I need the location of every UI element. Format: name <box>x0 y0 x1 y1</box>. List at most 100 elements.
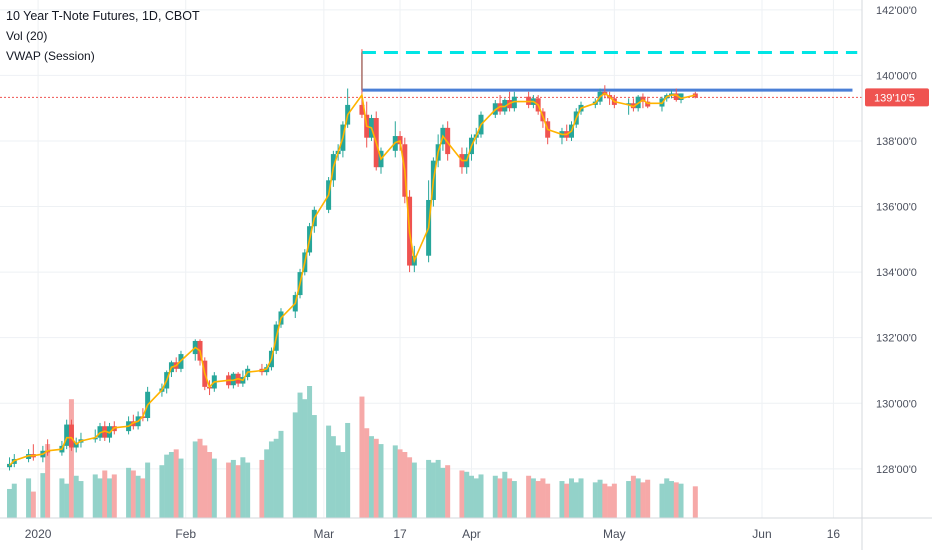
volume-bar <box>307 386 312 518</box>
volume-bar <box>464 472 469 518</box>
y-tick-label: 130'00'0 <box>876 398 917 410</box>
volume-bar <box>659 484 664 518</box>
chart-legend: 10 Year T-Note Futures, 1D, CBOT Vol (20… <box>6 6 200 66</box>
volume-bar <box>564 484 569 518</box>
volume-bar <box>669 481 674 518</box>
y-tick-label: 128'00'0 <box>876 464 917 476</box>
volume-bar <box>607 486 612 518</box>
volume-bar <box>598 480 603 518</box>
volume-bar <box>78 481 83 518</box>
volume-bar <box>602 484 607 518</box>
volume-bar <box>245 463 250 518</box>
volume-bar <box>336 445 341 518</box>
x-tick-label: Apr <box>462 527 481 541</box>
volume-bar <box>636 478 641 518</box>
x-tick-label: May <box>603 527 626 541</box>
volume-bar <box>107 478 112 518</box>
volume-bar <box>102 470 107 518</box>
y-tick-label: 140'00'0 <box>876 70 917 82</box>
volume-bar <box>69 399 74 518</box>
volume-bar <box>264 449 269 518</box>
volume-bar <box>359 397 364 518</box>
y-tick-label: 142'00'0 <box>876 5 917 17</box>
volume-bar <box>269 441 274 518</box>
volume-bar <box>345 423 350 518</box>
volume-bar <box>493 476 498 518</box>
volume-bar <box>440 468 445 518</box>
volume-bar <box>7 489 12 518</box>
volume-bar <box>559 481 564 518</box>
volume-bar <box>207 452 212 518</box>
volume-bar <box>631 476 636 518</box>
volume-bar <box>59 478 64 518</box>
volume-bar <box>64 484 69 518</box>
volume-bar <box>431 463 436 518</box>
volume-bar <box>331 436 336 518</box>
volume-bar <box>393 445 398 518</box>
volume-bar <box>159 465 164 518</box>
volume-bar <box>293 412 298 518</box>
volume-bar <box>74 476 79 518</box>
vwap-line <box>10 93 696 465</box>
volume-bar <box>502 472 507 518</box>
volume-bar <box>174 449 179 518</box>
volume-bar <box>645 480 650 518</box>
volume-bar <box>131 470 136 518</box>
volume-bar <box>536 481 541 518</box>
volume-indicator-label[interactable]: Vol (20) <box>6 26 200 46</box>
volume-bar <box>259 460 264 518</box>
vwap-indicator-label[interactable]: VWAP (Session) <box>6 46 200 66</box>
volume-bar <box>364 428 369 518</box>
volume-bar <box>664 478 669 518</box>
volume-bar <box>226 463 231 518</box>
volume-bar <box>236 465 241 518</box>
volume-bar <box>136 476 141 518</box>
volume-bar <box>402 452 407 518</box>
volume-bar <box>126 468 131 518</box>
volume-bar <box>626 481 631 518</box>
x-tick-label: Feb <box>175 527 196 541</box>
volume-bar <box>164 455 169 518</box>
volume-bar <box>240 457 245 518</box>
volume-bar <box>278 431 283 518</box>
y-tick-label: 134'00'0 <box>876 267 917 279</box>
y-tick-label: 138'00'0 <box>876 136 917 148</box>
volume-bar <box>40 473 45 518</box>
volume-bar <box>459 470 464 518</box>
volume-bar <box>507 478 512 518</box>
volume-bar <box>202 445 207 518</box>
volume-bar <box>574 482 579 518</box>
volume-bar <box>231 460 236 518</box>
volume-bar <box>198 439 203 518</box>
volume-bar <box>326 426 331 518</box>
x-tick-label: Jun <box>752 527 771 541</box>
volume-bar <box>193 441 198 518</box>
volume-bar <box>593 482 598 518</box>
volume-bar <box>312 415 317 518</box>
volume-bar <box>693 486 698 518</box>
volume-bar <box>31 492 36 518</box>
x-tick-label: 16 <box>827 527 841 541</box>
volume-bar <box>169 452 174 518</box>
volume-bar <box>26 478 31 518</box>
volume-bar <box>302 399 307 518</box>
candle-body <box>69 425 74 448</box>
volume-bar <box>407 457 412 518</box>
volume-bar <box>274 439 279 518</box>
volume-bar <box>178 459 183 518</box>
x-tick-label: Mar <box>314 527 335 541</box>
volume-bar <box>378 444 383 518</box>
volume-bar <box>93 474 98 518</box>
volume-bar <box>569 478 574 518</box>
last-price-label: 139'10'5 <box>874 92 915 104</box>
volume-bar <box>426 460 431 518</box>
volume-bar <box>579 478 584 518</box>
volume-bar <box>140 478 145 518</box>
volume-bar <box>212 459 217 518</box>
volume-bar <box>479 474 484 518</box>
volume-bar <box>526 476 531 518</box>
chart-title[interactable]: 10 Year T-Note Futures, 1D, CBOT <box>6 6 200 26</box>
volume-bar <box>512 481 517 518</box>
